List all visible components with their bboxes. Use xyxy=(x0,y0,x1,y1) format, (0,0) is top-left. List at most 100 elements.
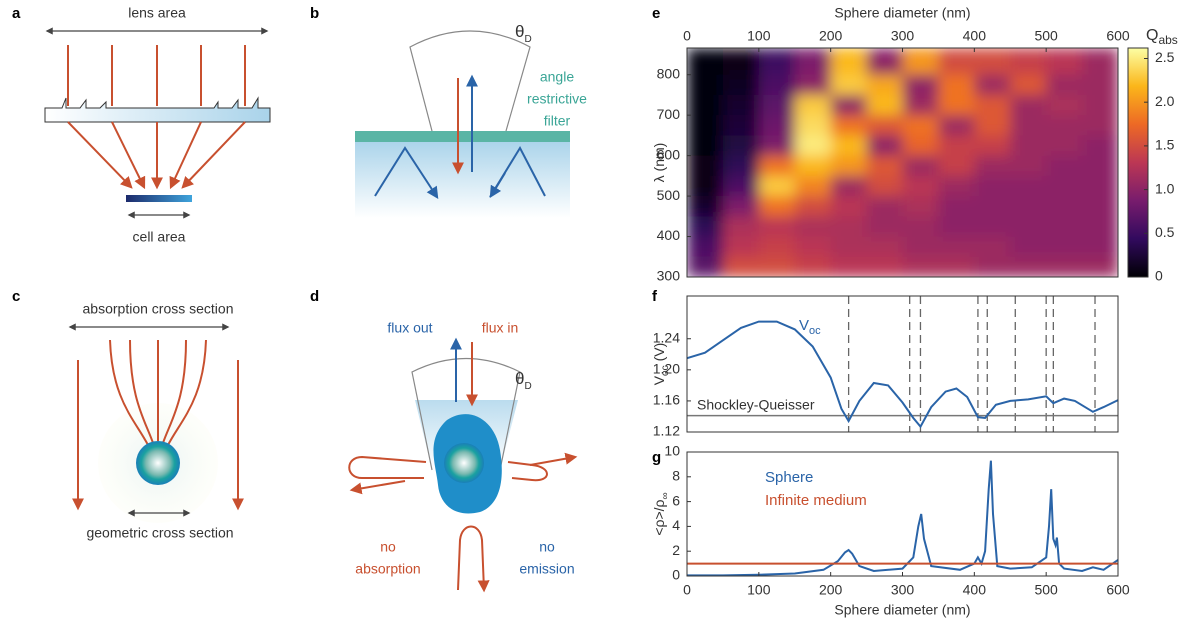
panel-label: e xyxy=(652,5,660,22)
x-tick-label: 300 xyxy=(891,28,915,44)
heatmap-cell xyxy=(794,236,832,258)
heatmap-cell xyxy=(902,94,939,116)
heatmap-cell xyxy=(1082,115,1118,136)
theta-label: θD xyxy=(515,369,532,391)
heatmap-cell xyxy=(902,196,939,217)
heatmap-cell xyxy=(1046,196,1083,217)
y-tick-label: 4 xyxy=(672,517,680,533)
heatmap-cell xyxy=(758,94,796,116)
y-axis-label: λ (nm) xyxy=(651,143,667,183)
heatmap-cell xyxy=(974,236,1011,258)
heatmap-cell xyxy=(866,94,903,116)
heatmap-cell xyxy=(866,115,903,136)
theta-sub: D xyxy=(524,34,531,45)
theta-sub: D xyxy=(524,381,531,392)
heatmap-cell xyxy=(974,48,1011,76)
heatmap-cell xyxy=(938,196,975,217)
panel-label: g xyxy=(652,449,661,466)
y-axis-label-main: λ (nm) xyxy=(651,143,667,183)
heatmap-cell xyxy=(866,135,903,157)
plot-frame xyxy=(686,451,1119,577)
series-label: Sphere xyxy=(765,469,813,486)
heatmap-cell xyxy=(687,74,724,96)
heatmap-cell xyxy=(938,155,975,177)
heatmap-cell xyxy=(722,216,760,238)
colorbar xyxy=(1127,47,1149,278)
heatmap-cell xyxy=(1082,216,1118,238)
heatmap-cell xyxy=(866,216,903,238)
heatmap-cell xyxy=(687,216,724,238)
heatmap-cell xyxy=(1010,216,1047,238)
heatmap-cell xyxy=(1046,256,1083,277)
y-axis-label: <ρ>/ρ∞ xyxy=(651,492,671,535)
x-axis-label: Sphere diameter (nm) xyxy=(834,5,970,21)
panel-d: d flux out flux in θD no absorption no e… xyxy=(310,288,578,593)
heatmap-cell xyxy=(902,115,939,136)
heatmap-cell xyxy=(687,155,724,177)
heatmap xyxy=(687,48,1118,277)
heatmap-cells xyxy=(687,48,1118,277)
colorbar-title-main: Q xyxy=(1146,27,1158,44)
heatmap-cell xyxy=(758,155,796,177)
heatmap-cell xyxy=(938,135,975,157)
heatmap-cell xyxy=(687,256,724,277)
heatmap-cell xyxy=(866,196,903,217)
heatmap-cell xyxy=(830,196,868,217)
heatmap-cell xyxy=(830,155,868,177)
panel-label: f xyxy=(652,288,658,305)
heatmap-cell xyxy=(1082,74,1118,96)
y-tick-label: 1.24 xyxy=(653,329,680,345)
panel-label: d xyxy=(310,288,319,305)
heatmap-cell xyxy=(830,175,868,197)
heatmap-cell xyxy=(974,155,1011,177)
colorbar-title-sub: abs xyxy=(1158,33,1177,47)
y-tick-label: 700 xyxy=(657,106,681,122)
heatmap-cell xyxy=(722,155,760,177)
heatmap-cell xyxy=(794,74,832,96)
heatmap-cell xyxy=(1046,175,1083,197)
heatmap-cell xyxy=(830,115,868,136)
heatmap-cell xyxy=(794,155,832,177)
heatmap-cell xyxy=(1046,135,1083,157)
heatmap-cell xyxy=(938,74,975,96)
colorbar-tick-label: 2.0 xyxy=(1155,93,1175,109)
heatmap-cell xyxy=(722,74,760,96)
y-axis-label-sub: oc xyxy=(660,365,671,376)
y-axis-label-unit: (V) xyxy=(651,343,667,362)
heatmap-cell xyxy=(902,155,939,177)
x-tick-label: 500 xyxy=(1034,582,1058,598)
panel-label: c xyxy=(12,288,20,305)
y-axis-label-main: <ρ>/ρ xyxy=(651,499,667,535)
heatmap-cell xyxy=(758,256,796,277)
colorbar-tick-label: 1.5 xyxy=(1155,137,1175,153)
colorbar-tick-label: 0 xyxy=(1155,268,1163,284)
theta: θ xyxy=(515,22,524,41)
heatmap-cell xyxy=(830,48,868,76)
y-tick-label: 1.20 xyxy=(653,361,680,377)
heatmap-cell xyxy=(1046,74,1083,96)
panel-a: a lens area cell area xyxy=(12,5,271,245)
heatmap-cell xyxy=(866,256,903,277)
x-tick-label: 300 xyxy=(891,582,915,598)
y-axis-label-main: V xyxy=(651,375,667,385)
y-tick-label: 0 xyxy=(672,567,680,583)
panel-b: b θD angle restrictive filter xyxy=(310,5,587,218)
heatmap-cell xyxy=(938,256,975,277)
heatmap-cell xyxy=(1082,236,1118,258)
heatmap-cell xyxy=(866,74,903,96)
heatmap-cell xyxy=(866,48,903,76)
heatmap-cell xyxy=(974,175,1011,197)
heatmap-cell xyxy=(687,236,724,258)
y-tick-label: 8 xyxy=(672,468,680,484)
heatmap-cell xyxy=(1010,74,1047,96)
heatmap-cell xyxy=(687,48,724,76)
heatmap-cell xyxy=(1082,196,1118,217)
flux-out-label: flux out xyxy=(387,320,432,336)
x-tick-label: 200 xyxy=(819,582,843,598)
x-tick-label: 400 xyxy=(963,582,987,598)
heatmap-cell xyxy=(1010,196,1047,217)
heatmap-cell xyxy=(1046,48,1083,76)
heatmap-cell xyxy=(830,74,868,96)
diagram-label: lens area xyxy=(128,5,186,21)
x-tick-label: 500 xyxy=(1034,28,1058,44)
